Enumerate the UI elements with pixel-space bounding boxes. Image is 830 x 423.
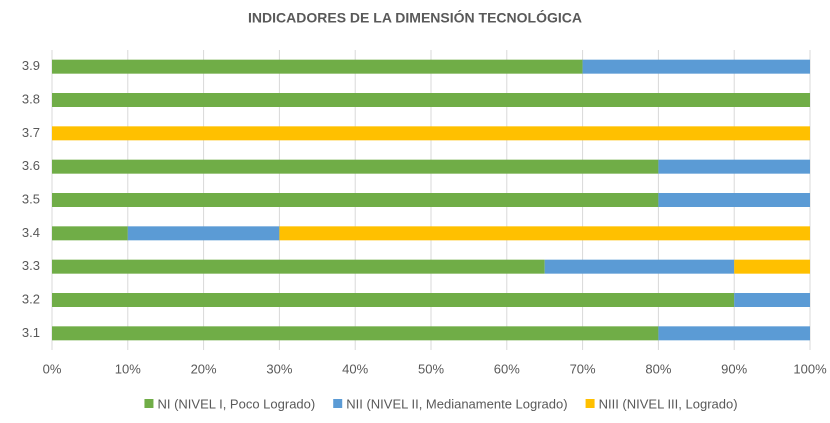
bar-segment (52, 93, 810, 107)
x-tick-label: 10% (115, 361, 141, 376)
legend-swatch (333, 399, 343, 408)
x-tick-label: 70% (570, 361, 596, 376)
bar-segment (658, 326, 810, 341)
bar-segment (544, 259, 735, 274)
legend: NI (NIVEL I, Poco Logrado) NII (NIVEL II,… (144, 396, 738, 411)
legend-label: NII (NIVEL II, Medianamente Logrado) (346, 396, 567, 411)
y-tick-label: 3.7 (22, 125, 40, 140)
bar-segment (582, 59, 810, 74)
y-tick-label: 3.8 (22, 91, 40, 106)
legend-swatch (585, 399, 595, 408)
bar-segment (658, 193, 810, 207)
bar-segment (52, 126, 810, 141)
legend-label: NI (NIVEL I, Poco Logrado) (157, 396, 315, 411)
bar-segment (52, 259, 545, 274)
bar-segment (52, 326, 659, 341)
y-tick-label: 3.4 (22, 225, 40, 240)
bar-segment (279, 226, 810, 241)
legend-label: NIII (NIVEL III, Logrado) (599, 396, 738, 411)
x-tick-label: 60% (494, 361, 520, 376)
x-tick-label: 80% (645, 361, 671, 376)
bar-segment (658, 159, 810, 174)
chart-title: INDICADORES DE LA DIMENSIÓN TECNOLÓGICA (248, 9, 582, 26)
x-tick-label: 90% (721, 361, 747, 376)
x-tick-label: 20% (191, 361, 217, 376)
bar-segment (127, 226, 280, 241)
y-tick-label: 3.3 (22, 258, 40, 273)
y-tick-label: 3.9 (22, 58, 40, 73)
x-tick-label: 30% (266, 361, 292, 376)
x-tick-label: 0% (43, 361, 62, 376)
legend-swatch (144, 399, 154, 408)
bar-segment (52, 59, 583, 74)
y-tick-label: 3.5 (22, 191, 40, 206)
bar-segment (52, 193, 659, 207)
x-tick-label: 100% (793, 361, 827, 376)
x-tick-label: 40% (342, 361, 368, 376)
y-tick-label: 3.2 (22, 291, 40, 306)
bar-segment (734, 259, 810, 274)
bar-segment (734, 293, 810, 307)
x-tick-label: 50% (418, 361, 444, 376)
y-tick-label: 3.1 (22, 325, 40, 340)
bar-segment (52, 293, 735, 307)
y-tick-label: 3.6 (22, 158, 40, 173)
bar-segment (52, 226, 128, 241)
bar-segment (52, 159, 659, 174)
